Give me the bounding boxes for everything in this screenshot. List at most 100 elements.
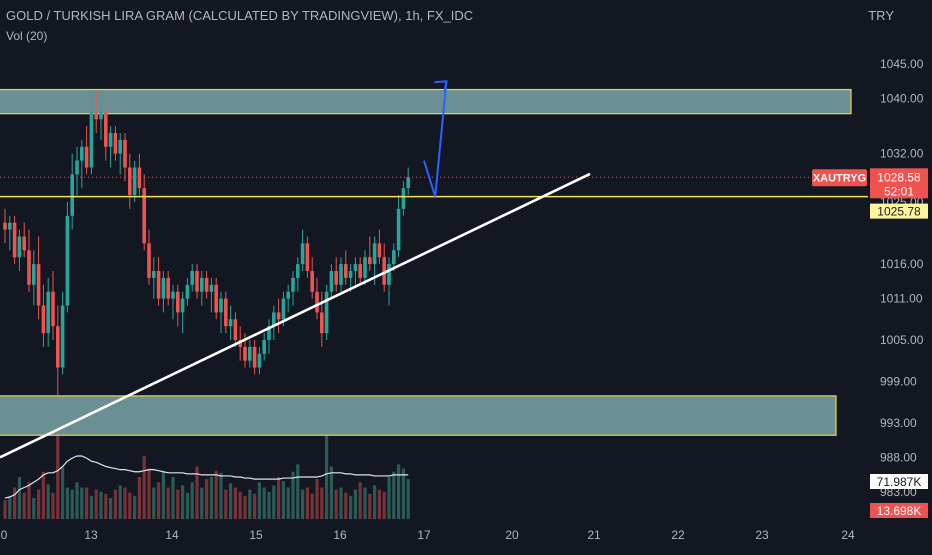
zone-rect (0, 88, 852, 115)
volume-bar (65, 487, 69, 519)
candle-body (387, 264, 391, 285)
candle-body (334, 271, 338, 285)
volume-bar (152, 487, 156, 519)
candle-body (272, 312, 276, 327)
candle-body (382, 257, 386, 285)
price-axis: 1045.001040.001032.001025.001016.001011.… (812, 57, 928, 518)
volume-bar (161, 471, 165, 519)
volume-bar (377, 489, 381, 519)
candle-body (305, 243, 310, 271)
candle-body (17, 236, 22, 258)
candle-body (195, 271, 199, 292)
candle-body (156, 271, 161, 299)
candle-body (104, 112, 108, 147)
candle-body (320, 312, 324, 334)
volume-bar (22, 492, 26, 519)
time-tick-label: 17 (417, 528, 431, 542)
candle-body (94, 112, 98, 120)
volume-bar (257, 482, 261, 519)
candle-body (209, 284, 214, 292)
volume-pane (3, 419, 410, 519)
candle-body (281, 298, 286, 320)
last-price-value: 1028.58 (877, 170, 921, 184)
candle-body (324, 291, 329, 334)
candle-body (377, 243, 382, 258)
candle-body (108, 133, 113, 147)
candle-body (8, 222, 12, 230)
candle-body (27, 250, 31, 285)
time-tick-label: 15 (249, 528, 263, 542)
candle-body (46, 291, 50, 334)
candle-body (36, 264, 41, 306)
volume-bar (133, 495, 137, 519)
trendline[interactable] (0, 172, 591, 459)
projection-path[interactable] (423, 81, 448, 197)
candle-body (12, 222, 17, 258)
candle-body (70, 174, 74, 216)
candle-body (123, 139, 127, 168)
projection-arrowhead (434, 80, 448, 93)
volume-bar (315, 479, 319, 519)
volume-bar (219, 472, 223, 519)
last-price-badge (870, 168, 928, 199)
volume-bar (262, 487, 266, 519)
hline-badge (870, 203, 928, 219)
candle-body (51, 291, 55, 327)
bar-countdown: 52:01 (884, 184, 914, 198)
volume-bar (320, 487, 324, 519)
time-axis: 0 13 14 15 16 17 20 21 22 23 24 (1, 528, 855, 542)
candle-body (224, 298, 228, 327)
candle-body (358, 264, 362, 278)
volume-avg-badge (870, 474, 928, 489)
candle-body (200, 277, 204, 292)
volume-bar (51, 492, 55, 519)
volume-bar (214, 470, 218, 519)
time-tick-label: 24 (841, 528, 855, 542)
hline-value: 1025.78 (877, 205, 921, 219)
zone-rect (0, 395, 837, 436)
candle-body (190, 271, 194, 285)
candle-body (344, 264, 348, 278)
volume-current-value: 13.698K (877, 504, 922, 518)
price-tick-label: 1040.00 (880, 92, 924, 106)
volume-bar (209, 477, 213, 519)
volume-bar (142, 456, 146, 519)
volume-bar (358, 482, 362, 519)
candle-body (348, 271, 353, 278)
candle-body (147, 243, 151, 278)
time-tick-label: 16 (333, 528, 347, 542)
candle-body (113, 133, 118, 154)
candle-body (65, 215, 70, 306)
candle-body (3, 222, 7, 230)
candle-body (89, 112, 94, 168)
volume-bar (296, 464, 300, 519)
candle-body (329, 271, 334, 292)
volume-bar (272, 485, 276, 519)
price-tick-label: 1011.00 (880, 292, 923, 306)
volume-bar (363, 487, 367, 519)
candle-body (233, 319, 238, 340)
volume-bar (373, 485, 377, 519)
volume-bar (109, 498, 113, 519)
volume-bar (233, 487, 237, 519)
volume-bar (137, 477, 141, 519)
candle-body (142, 188, 146, 244)
volume-bar (392, 471, 396, 519)
candle-body (176, 291, 180, 313)
candle-body (56, 326, 60, 368)
price-tick-label: 1005.00 (880, 333, 924, 347)
candle-body (161, 277, 166, 299)
volume-bar (123, 487, 127, 519)
time-tick-label: 22 (671, 528, 685, 542)
candle-body (339, 264, 343, 285)
volume-bar (190, 482, 194, 519)
volume-bar (382, 491, 386, 519)
candle-body (296, 264, 300, 278)
candle-body (214, 284, 218, 313)
volume-ma-line (4, 455, 409, 499)
candle-body (32, 264, 36, 285)
volume-bar (128, 492, 132, 519)
candle-body (368, 257, 372, 265)
